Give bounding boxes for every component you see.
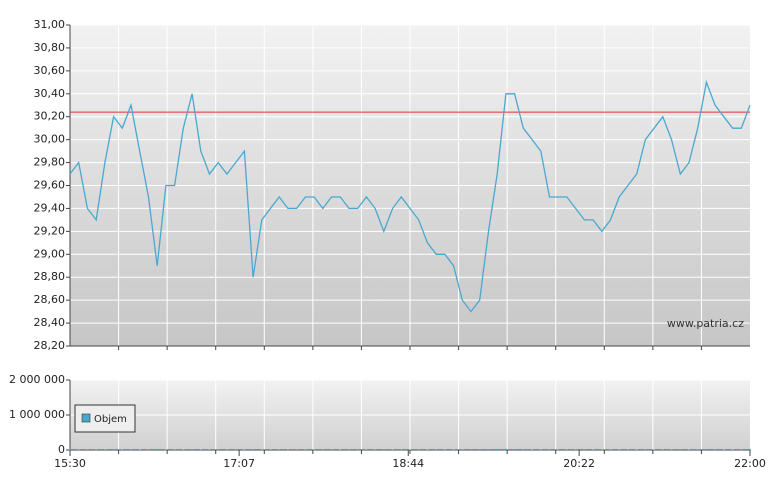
- y-tick-label: 29,20: [34, 224, 66, 237]
- volume-bar: [504, 448, 507, 450]
- x-tick-label: 20:22: [563, 457, 595, 470]
- y-tick-label: 2 000 000: [9, 373, 65, 386]
- volume-bar: [339, 449, 342, 450]
- volume-bar: [531, 449, 534, 450]
- volume-bar: [103, 449, 106, 450]
- volume-bar: [609, 449, 612, 450]
- volume-bar: [635, 449, 638, 450]
- volume-bar: [513, 449, 516, 450]
- volume-bar: [426, 449, 429, 450]
- volume-bar: [548, 449, 551, 450]
- volume-bar: [740, 449, 743, 450]
- legend-box: [74, 404, 136, 433]
- volume-bar: [164, 449, 167, 450]
- volume-bar: [121, 449, 124, 450]
- volume-bar: [452, 449, 455, 450]
- volume-bar: [644, 449, 647, 450]
- x-tick-label: 17:07: [223, 457, 255, 470]
- volume-bar: [487, 449, 490, 450]
- y-tick-label: 31,00: [34, 18, 66, 31]
- y-tick-label: 29,80: [34, 156, 66, 169]
- volume-bar: [225, 449, 228, 450]
- y-tick-label: 28,40: [34, 316, 66, 329]
- volume-bar: [191, 449, 194, 450]
- volume-bar: [313, 449, 316, 450]
- volume-bar: [714, 449, 717, 450]
- volume-bar: [478, 449, 481, 450]
- volume-bar: [539, 449, 542, 450]
- volume-bar: [95, 449, 98, 450]
- y-tick-label: 28,20: [34, 339, 66, 352]
- y-tick-label: 30,60: [34, 64, 66, 77]
- volume-bar: [522, 449, 525, 450]
- x-tick-label: 18:44: [392, 457, 424, 470]
- y-tick-label: 0: [58, 443, 65, 456]
- volume-bar: [382, 449, 385, 450]
- volume-bar: [557, 449, 560, 450]
- volume-bar: [77, 449, 80, 450]
- volume-bar: [696, 449, 699, 450]
- volume-bar: [435, 449, 438, 450]
- volume-bar: [618, 449, 621, 450]
- volume-bar: [443, 449, 446, 450]
- volume-bar: [496, 448, 499, 450]
- y-tick-label: 29,40: [34, 201, 66, 214]
- volume-bar: [679, 449, 682, 450]
- price-line: [69, 79, 751, 313]
- volume-bar: [130, 449, 133, 450]
- volume-bar: [626, 449, 629, 450]
- y-tick-label: 29,00: [34, 247, 66, 260]
- y-tick-label: 30,00: [34, 133, 66, 146]
- volume-bar: [182, 449, 185, 450]
- volume-bar: [583, 449, 586, 450]
- y-tick-label: 29,60: [34, 179, 66, 192]
- volume-bar: [731, 449, 734, 450]
- volume-bar: [252, 449, 255, 450]
- x-tick-label: 15:30: [54, 457, 86, 470]
- volume-bar: [470, 449, 473, 450]
- volume-bar: [722, 449, 725, 450]
- volume-bar: [199, 449, 202, 450]
- volume-bar: [260, 449, 263, 450]
- y-tick-label: 30,20: [34, 110, 66, 123]
- volume-bar: [243, 449, 246, 450]
- volume-bar: [138, 449, 141, 450]
- volume-bar: [749, 448, 751, 450]
- volume-bar: [461, 449, 464, 450]
- volume-bar: [687, 449, 690, 450]
- legend-swatch: [81, 413, 91, 423]
- volume-bar: [112, 449, 115, 450]
- y-tick-label: 30,40: [34, 87, 66, 100]
- volume-bar: [653, 449, 656, 450]
- y-tick-label: 1 000 000: [9, 408, 65, 421]
- volume-bar: [156, 448, 159, 450]
- volume-bar: [391, 449, 394, 450]
- volume-bar: [574, 449, 577, 450]
- volume-bar: [286, 449, 289, 450]
- x-tick-label: 22:00: [734, 457, 766, 470]
- volume-bar: [409, 449, 411, 450]
- volume-bar: [365, 449, 368, 450]
- volume-bar: [592, 449, 595, 450]
- y-tick-label: 28,80: [34, 270, 66, 283]
- volume-bar: [670, 449, 673, 450]
- watermark: www.patria.cz: [667, 317, 744, 330]
- volume-bar: [661, 449, 664, 450]
- y-tick-label: 30,80: [34, 41, 66, 54]
- legend-label: Objem: [94, 414, 127, 425]
- y-tick-label: 28,60: [34, 293, 66, 306]
- volume-bar: [69, 449, 71, 450]
- volume-bar: [705, 449, 708, 450]
